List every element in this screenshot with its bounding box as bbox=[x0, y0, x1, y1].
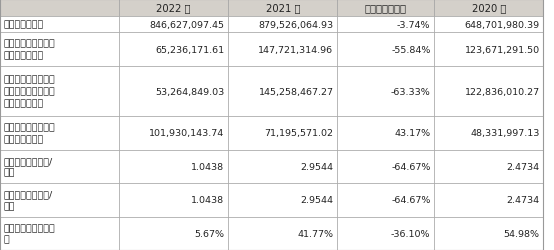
Bar bbox=[337, 183, 434, 217]
Text: 648,701,980.39: 648,701,980.39 bbox=[464, 20, 540, 30]
Bar bbox=[0, 17, 119, 33]
Text: 稀释每股收益（元/
股）: 稀释每股收益（元/ 股） bbox=[4, 190, 53, 210]
Text: 1.0438: 1.0438 bbox=[191, 162, 224, 171]
Text: 2021 年: 2021 年 bbox=[265, 3, 300, 13]
Bar bbox=[337, 0, 434, 17]
Text: -64.67%: -64.67% bbox=[391, 162, 430, 171]
Text: 65,236,171.61: 65,236,171.61 bbox=[155, 46, 224, 54]
Text: 2.9544: 2.9544 bbox=[300, 162, 334, 171]
Text: 147,721,314.96: 147,721,314.96 bbox=[258, 46, 334, 54]
Bar bbox=[337, 17, 434, 33]
Text: 2.4734: 2.4734 bbox=[506, 162, 540, 171]
Bar bbox=[228, 17, 337, 33]
Text: 2020 年: 2020 年 bbox=[471, 3, 506, 13]
Text: 101,930,143.74: 101,930,143.74 bbox=[149, 129, 224, 138]
Bar bbox=[337, 33, 434, 67]
Bar bbox=[434, 217, 543, 250]
Text: 加权平均净资产收益
率: 加权平均净资产收益 率 bbox=[4, 223, 55, 244]
Text: 43.17%: 43.17% bbox=[394, 129, 430, 138]
Text: 879,526,064.93: 879,526,064.93 bbox=[258, 20, 334, 30]
Bar bbox=[119, 0, 228, 17]
Bar bbox=[119, 33, 228, 67]
Bar bbox=[434, 67, 543, 117]
Text: 1.0438: 1.0438 bbox=[191, 196, 224, 204]
Bar bbox=[0, 150, 119, 183]
Text: 123,671,291.50: 123,671,291.50 bbox=[464, 46, 540, 54]
Bar bbox=[0, 117, 119, 150]
Bar bbox=[434, 150, 543, 183]
Text: 53,264,849.03: 53,264,849.03 bbox=[155, 87, 224, 96]
Bar bbox=[228, 183, 337, 217]
Text: -64.67%: -64.67% bbox=[391, 196, 430, 204]
Bar bbox=[434, 33, 543, 67]
Bar bbox=[434, 17, 543, 33]
Text: 本年比上年增减: 本年比上年增减 bbox=[365, 3, 407, 13]
Text: 5.67%: 5.67% bbox=[194, 229, 224, 238]
Bar bbox=[228, 217, 337, 250]
Text: 54.98%: 54.98% bbox=[504, 229, 540, 238]
Bar bbox=[119, 117, 228, 150]
Bar bbox=[0, 67, 119, 117]
Text: 经营活动产生的现金
流量净额（元）: 经营活动产生的现金 流量净额（元） bbox=[4, 123, 55, 144]
Text: 基本每股收益（元/
股）: 基本每股收益（元/ 股） bbox=[4, 156, 53, 177]
Text: 归属于上市公司股东
的净利润（元）: 归属于上市公司股东 的净利润（元） bbox=[4, 40, 55, 60]
Text: 145,258,467.27: 145,258,467.27 bbox=[259, 87, 334, 96]
Text: 122,836,010.27: 122,836,010.27 bbox=[464, 87, 540, 96]
Text: -55.84%: -55.84% bbox=[391, 46, 430, 54]
Text: 归属于上市公司股东
的扣除非经常性损益
的净利润（元）: 归属于上市公司股东 的扣除非经常性损益 的净利润（元） bbox=[4, 76, 55, 108]
Bar bbox=[337, 150, 434, 183]
Text: 2.4734: 2.4734 bbox=[506, 196, 540, 204]
Bar bbox=[0, 217, 119, 250]
Bar bbox=[337, 217, 434, 250]
Bar bbox=[0, 0, 119, 17]
Text: 2.9544: 2.9544 bbox=[300, 196, 334, 204]
Text: 41.77%: 41.77% bbox=[297, 229, 334, 238]
Text: -63.33%: -63.33% bbox=[391, 87, 430, 96]
Bar bbox=[434, 183, 543, 217]
Bar bbox=[0, 183, 119, 217]
Bar bbox=[119, 17, 228, 33]
Text: -3.74%: -3.74% bbox=[397, 20, 430, 30]
Bar bbox=[337, 117, 434, 150]
Bar bbox=[119, 67, 228, 117]
Bar bbox=[119, 217, 228, 250]
Bar bbox=[0, 33, 119, 67]
Bar bbox=[434, 0, 543, 17]
Bar bbox=[228, 150, 337, 183]
Text: 2022 年: 2022 年 bbox=[156, 3, 191, 13]
Bar bbox=[228, 67, 337, 117]
Text: 48,331,997.13: 48,331,997.13 bbox=[470, 129, 540, 138]
Bar bbox=[228, 0, 337, 17]
Bar bbox=[228, 117, 337, 150]
Bar bbox=[228, 33, 337, 67]
Bar bbox=[434, 117, 543, 150]
Bar bbox=[119, 150, 228, 183]
Text: 71,195,571.02: 71,195,571.02 bbox=[264, 129, 334, 138]
Bar bbox=[337, 67, 434, 117]
Text: 846,627,097.45: 846,627,097.45 bbox=[150, 20, 224, 30]
Text: 营业收入（元）: 营业收入（元） bbox=[4, 20, 44, 30]
Bar bbox=[119, 183, 228, 217]
Text: -36.10%: -36.10% bbox=[391, 229, 430, 238]
